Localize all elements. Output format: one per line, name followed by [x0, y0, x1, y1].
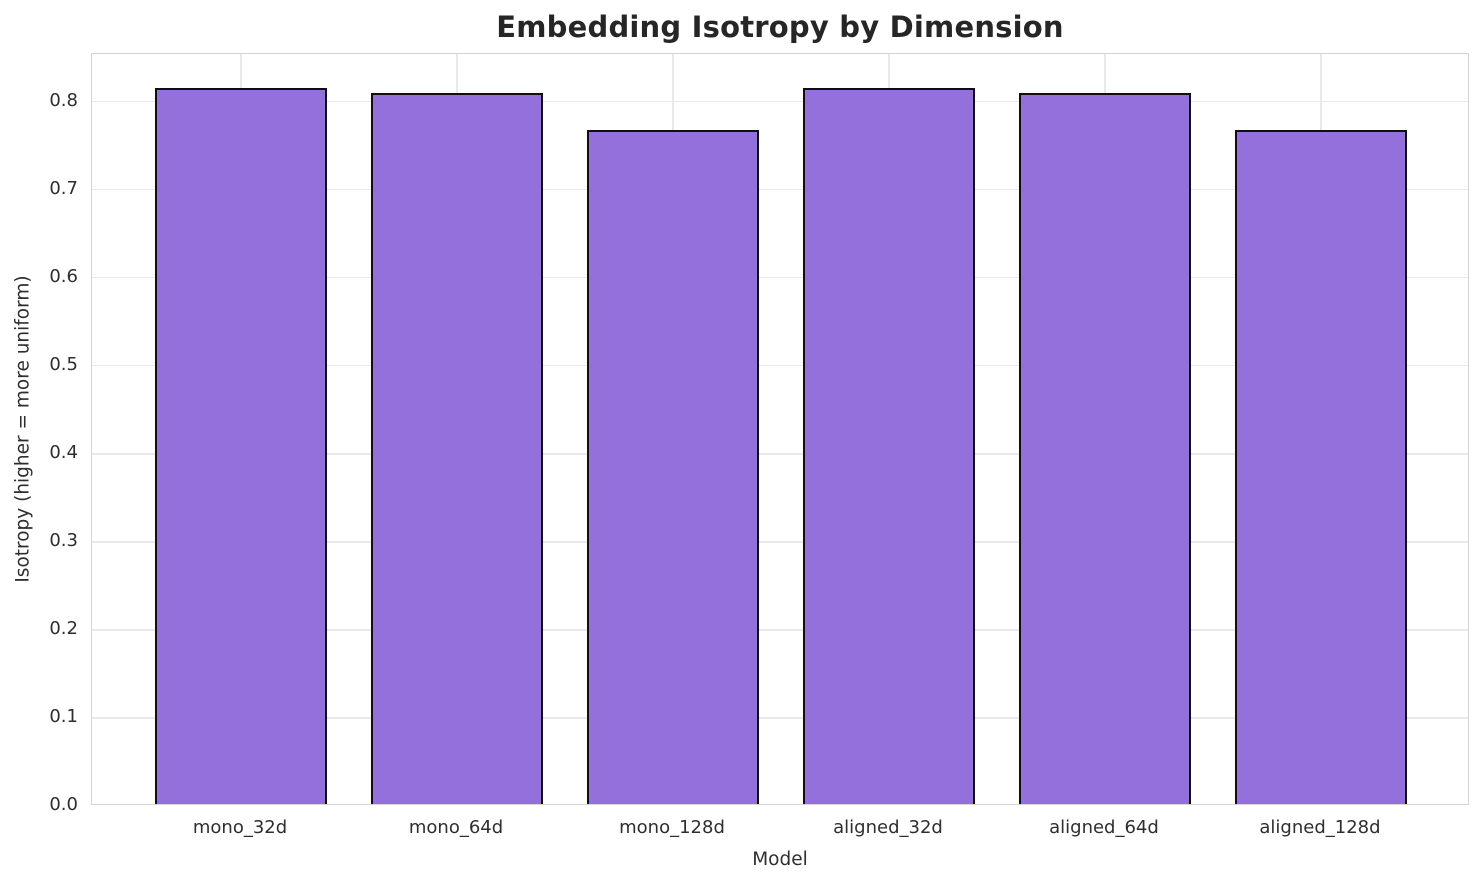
y-tick-label: 0.1	[49, 705, 78, 727]
bar-mono_64d	[370, 92, 544, 804]
y-tick-label: 0.4	[49, 441, 78, 463]
horizontal-gridline	[92, 717, 1468, 719]
bar-aligned_128d	[1234, 129, 1408, 804]
x-tick-label-aligned_64d: aligned_64d	[1049, 817, 1159, 838]
x-tick-label-mono_128d: mono_128d	[619, 817, 725, 838]
bar-mono_128d	[586, 129, 760, 804]
x-tick-label-aligned_128d: aligned_128d	[1259, 817, 1381, 838]
x-axis-label: Model	[752, 849, 808, 870]
bar-aligned_64d	[1018, 92, 1192, 804]
horizontal-gridline	[92, 188, 1468, 191]
y-tick-label: 0.0	[49, 794, 78, 815]
y-tick-label: 0.2	[49, 617, 78, 639]
y-tick-label: 0.5	[49, 353, 78, 375]
horizontal-gridline	[92, 364, 1468, 367]
chart-title: Embedding Isotropy by Dimension	[496, 10, 1064, 44]
horizontal-gridline	[92, 629, 1468, 631]
x-tick-label-mono_32d: mono_32d	[192, 817, 288, 838]
y-tick-label: 0.6	[49, 265, 78, 287]
bar-aligned_32d	[802, 88, 976, 804]
y-tick-label: 0.8	[49, 89, 78, 111]
x-tick-label-aligned_32d: aligned_32d	[833, 817, 943, 838]
y-tick-label: 0.7	[49, 177, 78, 199]
horizontal-gridline	[92, 453, 1468, 455]
horizontal-gridline	[92, 100, 1468, 103]
plot-area	[91, 53, 1469, 805]
bar-mono_32d	[154, 88, 328, 804]
horizontal-gridline	[92, 541, 1468, 543]
horizontal-gridline	[92, 276, 1468, 279]
y-tick-label: 0.3	[49, 529, 78, 551]
x-tick-label-mono_64d: mono_64d	[408, 817, 504, 838]
